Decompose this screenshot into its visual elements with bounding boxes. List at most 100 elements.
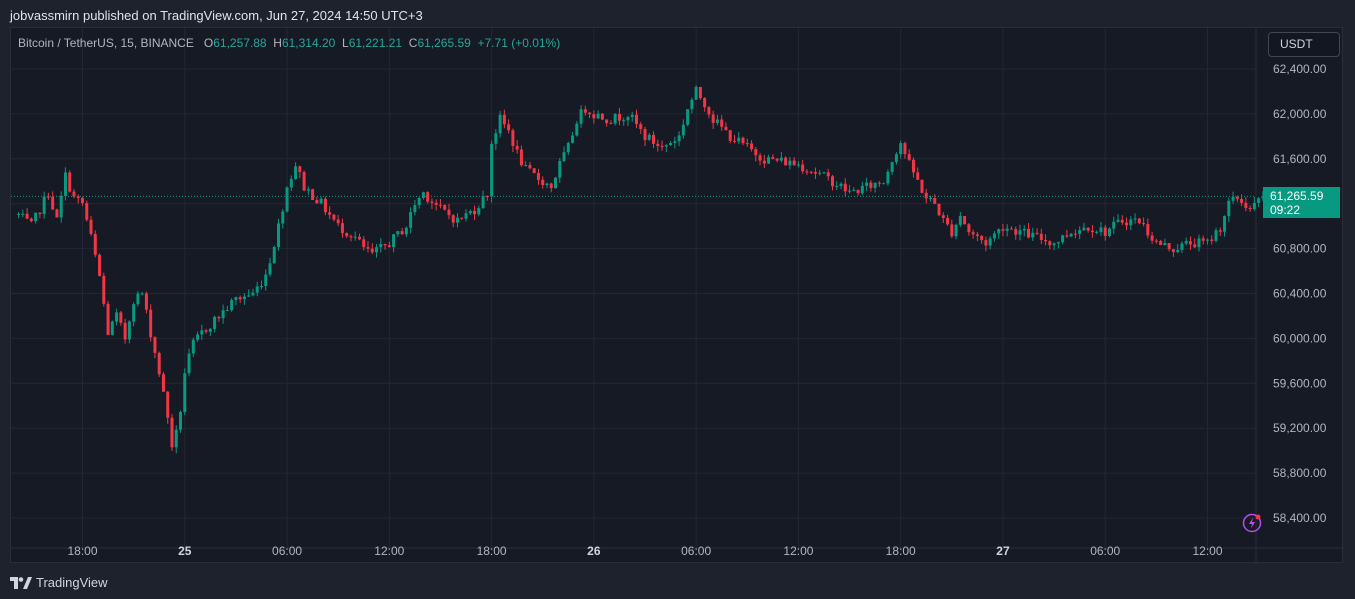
candle-body — [860, 185, 864, 194]
candle-body — [579, 109, 583, 124]
candle-body — [1184, 241, 1188, 244]
candle-body — [345, 233, 349, 237]
candle-body — [1001, 229, 1005, 231]
x-tick-label: 18:00 — [477, 544, 507, 558]
candle-body — [170, 417, 174, 448]
candle-body — [204, 330, 208, 332]
candle-body — [132, 304, 136, 322]
candle-body — [29, 218, 33, 222]
candle-body — [788, 160, 792, 166]
candle-body — [1137, 218, 1141, 224]
candle-body — [179, 411, 183, 430]
candle-body — [85, 203, 89, 220]
candle-body — [485, 196, 489, 198]
y-tick-label: 59,200.00 — [1273, 421, 1327, 435]
candle-body — [1206, 239, 1209, 241]
candle-body — [997, 229, 1001, 234]
candle-body — [528, 165, 532, 169]
candle-body — [890, 162, 894, 172]
candle-body — [1176, 249, 1180, 253]
candle-body — [59, 195, 63, 218]
candle-body — [916, 172, 920, 180]
candle-body — [494, 133, 498, 144]
candle-body — [839, 183, 843, 186]
candle-body — [886, 171, 890, 184]
candle-body — [805, 171, 809, 173]
candle-body — [72, 191, 76, 197]
candle-body — [856, 189, 860, 194]
candle-body — [1103, 227, 1107, 236]
currency-button[interactable]: USDT — [1268, 32, 1340, 57]
candle-body — [660, 145, 664, 147]
candle-body — [566, 142, 570, 153]
candle-body — [498, 114, 502, 134]
y-tick-label: 60,000.00 — [1273, 331, 1327, 345]
candle-body — [102, 275, 106, 304]
candle-body — [1252, 203, 1256, 210]
symbol-title[interactable]: Bitcoin / TetherUS, 15, BINANCE — [18, 36, 194, 50]
candle-body — [242, 296, 246, 300]
candle-body — [549, 183, 553, 189]
candle-body — [852, 189, 856, 191]
candle-body — [911, 159, 915, 173]
high-label: H — [273, 36, 282, 50]
candle-body — [340, 223, 344, 234]
candles — [17, 85, 1265, 454]
candle-body — [541, 179, 545, 186]
candle-body — [946, 217, 950, 225]
candle-body — [349, 236, 353, 238]
candle-body — [622, 120, 626, 122]
candle-body — [920, 179, 924, 193]
candle-body — [562, 152, 566, 161]
price-axis[interactable]: 58,400.00 58,800.00 59,200.00 59,600.00 60,0… — [1273, 62, 1327, 525]
candle-body — [332, 214, 336, 220]
candle-body — [575, 123, 579, 136]
candle-body — [792, 160, 796, 166]
candle-body — [264, 274, 268, 287]
candle-body — [438, 204, 442, 206]
candle-body — [835, 185, 839, 187]
candle-body — [715, 119, 719, 123]
candle-body — [848, 190, 852, 192]
candle-body — [362, 239, 366, 248]
candle-body — [63, 172, 67, 196]
y-tick-label: 62,400.00 — [1273, 62, 1327, 76]
candle-body — [392, 234, 396, 248]
candle-body — [1227, 200, 1231, 217]
chart-pane[interactable]: 58,400.00 58,800.00 59,200.00 59,600.00 60,0… — [10, 27, 1344, 564]
candle-body — [1125, 222, 1129, 226]
open-value: 61,257.88 — [213, 36, 267, 50]
candle-body — [984, 240, 988, 246]
candle-body — [234, 297, 238, 301]
y-tick-label: 61,600.00 — [1273, 152, 1327, 166]
candle-body — [144, 293, 148, 310]
candle-body — [545, 183, 549, 186]
candle-body — [217, 316, 221, 319]
close-value: 61,265.59 — [417, 36, 471, 50]
candle-body — [980, 235, 984, 241]
candle-body — [779, 157, 783, 161]
tradingview-brand[interactable]: TradingView — [10, 575, 108, 590]
candle-body — [686, 109, 690, 125]
x-tick-label: 25 — [178, 544, 192, 558]
candle-body — [328, 212, 332, 215]
candle-body — [801, 164, 805, 172]
candle-body — [200, 330, 204, 335]
candle-body — [230, 300, 234, 311]
candlestick-chart[interactable]: 58,400.00 58,800.00 59,200.00 59,600.00 60,0… — [11, 28, 1344, 564]
candle-body — [877, 182, 881, 184]
y-tick-label: 58,400.00 — [1273, 511, 1327, 525]
candle-body — [421, 192, 425, 198]
time-axis[interactable]: 18:00 25 06:00 12:00 18:00 26 06:00 12:00 18:00 2… — [67, 544, 1222, 558]
candle-body — [1031, 232, 1035, 238]
candle-body — [400, 231, 404, 235]
lightning-bolt-icon[interactable] — [1242, 513, 1262, 533]
candle-body — [1261, 196, 1265, 199]
x-tick-label: 06:00 — [272, 544, 302, 558]
candle-body — [98, 254, 102, 276]
last-price-badge: 61,265.59 09:22 — [1263, 187, 1340, 218]
candle-body — [430, 201, 434, 203]
candle-body — [634, 114, 638, 125]
candle-body — [600, 113, 604, 120]
candle-body — [1223, 216, 1227, 232]
